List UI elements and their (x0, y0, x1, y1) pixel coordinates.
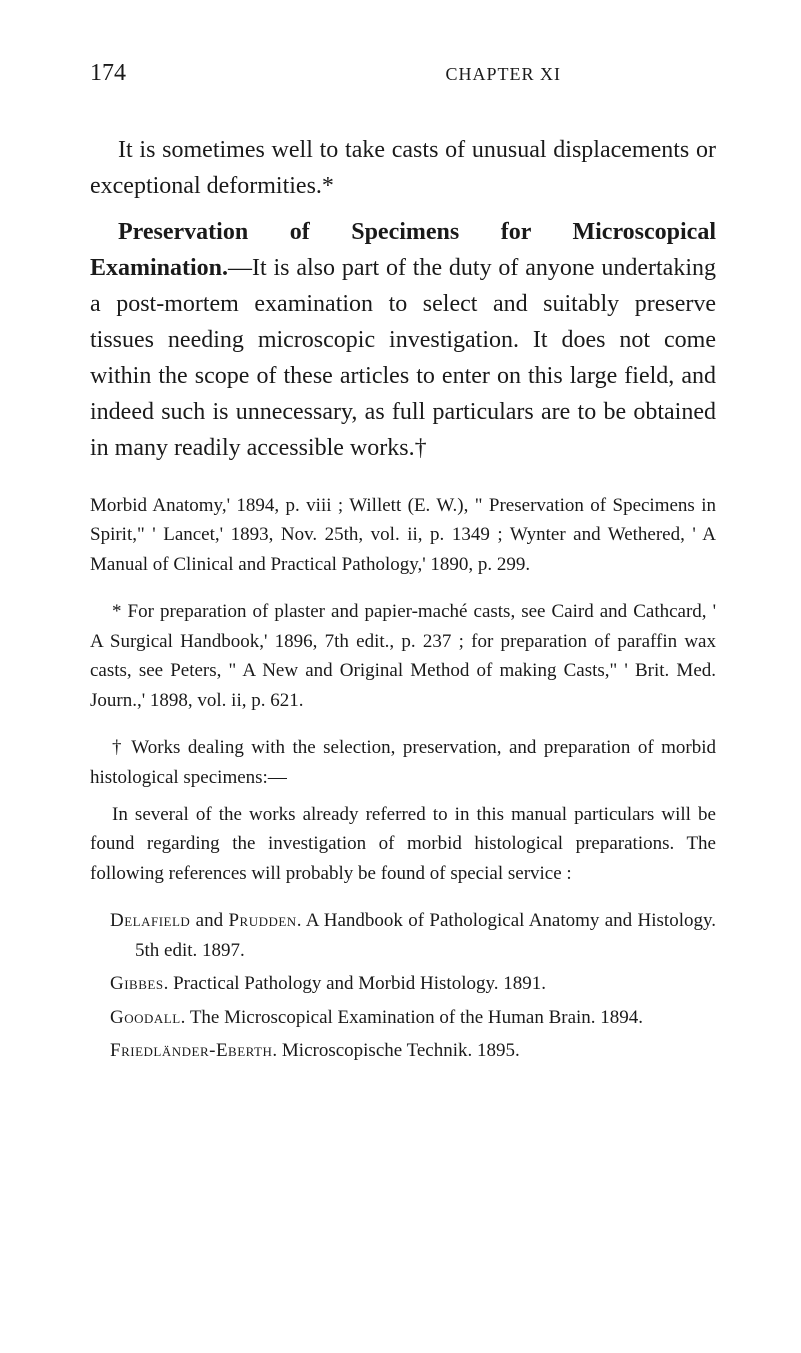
ref-text: . Practical Pathology and Morbid Histolo… (164, 973, 546, 994)
chapter-title: CHAPTER XI (445, 64, 561, 85)
ref-author: Friedländer-Eberth (110, 1040, 272, 1061)
ref-author: Goodall (110, 1007, 181, 1028)
paragraph-1: It is sometimes well to take casts of un… (90, 132, 716, 204)
paragraph-2: Preservation of Specimens for Microscopi… (90, 214, 716, 466)
reference-3: Goodall. The Microscopical Examination o… (90, 1003, 716, 1032)
ref-author: Delafield (110, 910, 190, 931)
paragraph-2-body: —It is also part of the duty of anyone u… (90, 255, 716, 461)
small-paragraph-1: Morbid Anatomy,' 1894, p. viii ; Willett… (90, 491, 716, 579)
footnote-asterisk: * For preparation of plaster and papier-… (90, 597, 716, 715)
ref-author-2: Prudden (228, 910, 296, 931)
ref-text: . The Microscopical Examination of the H… (181, 1007, 643, 1028)
ref-author: Gibbes (110, 973, 164, 994)
page-header: 174 CHAPTER XI (90, 60, 716, 87)
footnote-dagger: † Works dealing with the selection, pres… (90, 733, 716, 792)
page-number: 174 (90, 60, 126, 87)
reference-1: Delafield and Prudden. A Handbook of Pat… (90, 906, 716, 965)
reference-4: Friedländer-Eberth. Microscopische Techn… (90, 1036, 716, 1065)
reference-2: Gibbes. Practical Pathology and Morbid H… (90, 969, 716, 998)
ref-text: . Microscopische Technik. 1895. (272, 1040, 519, 1061)
ref-and: and (190, 910, 228, 931)
small-paragraph-4: In several of the works already referred… (90, 800, 716, 888)
